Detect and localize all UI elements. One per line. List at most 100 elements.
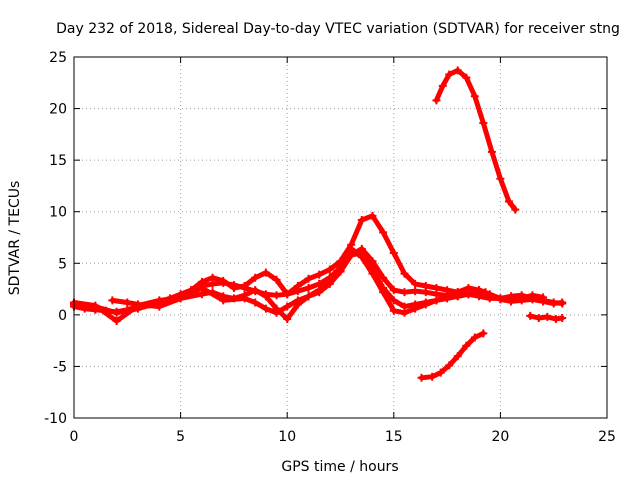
data-point	[475, 286, 484, 295]
data-point	[272, 275, 281, 284]
data-point	[389, 296, 398, 305]
data-point	[315, 288, 324, 297]
data-point	[558, 313, 567, 322]
data-point	[91, 301, 100, 310]
data-point	[432, 284, 441, 293]
data-point	[251, 298, 260, 307]
plot-frame	[73, 56, 608, 419]
data-point	[487, 147, 496, 156]
data-point	[283, 302, 292, 311]
data-point	[445, 361, 454, 370]
data-point	[123, 298, 132, 307]
data-point	[432, 296, 441, 305]
data-point	[464, 290, 473, 299]
data-point	[517, 294, 526, 303]
data-point	[283, 290, 292, 299]
data-point	[347, 251, 356, 260]
data-point	[251, 286, 260, 295]
data-point	[479, 329, 488, 338]
data-point	[219, 276, 228, 285]
y-tick-label: 5	[58, 256, 67, 272]
data-point	[445, 70, 454, 79]
data-point	[229, 284, 238, 293]
data-point	[304, 292, 313, 301]
data-point	[526, 311, 535, 320]
data-point	[428, 372, 437, 381]
data-point	[411, 279, 420, 288]
data-point	[368, 211, 377, 220]
x-tick-label: 0	[70, 429, 79, 445]
y-tick-label: 15	[49, 153, 67, 169]
data-point	[462, 341, 471, 350]
data-point	[496, 174, 505, 183]
data-point	[389, 306, 398, 315]
data-point	[261, 304, 270, 313]
y-tick-label: 20	[49, 102, 67, 118]
data-point	[528, 291, 537, 300]
data-point	[251, 273, 260, 282]
data-point	[325, 265, 334, 274]
data-point	[379, 228, 388, 237]
y-tick-label: 25	[49, 50, 67, 66]
data-point	[507, 296, 516, 305]
data-point	[304, 284, 313, 293]
data-point	[485, 290, 494, 299]
data-point	[400, 269, 409, 278]
x-tick-label: 10	[278, 429, 296, 445]
y-tick-label: 10	[49, 205, 67, 221]
data-point	[155, 302, 164, 311]
data-point	[453, 292, 462, 301]
data-point	[539, 293, 548, 302]
data-point	[511, 205, 520, 214]
data-point	[357, 248, 366, 257]
series-track-f	[433, 67, 518, 213]
axis-ticks: 0 5 10 15 20 25 -10 -5 0 5 10 15 20 25	[44, 50, 616, 445]
data-point	[389, 248, 398, 257]
data-point	[219, 296, 228, 305]
data-point	[336, 267, 345, 276]
data-point	[436, 368, 445, 377]
data-point	[470, 92, 479, 101]
x-tick-label: 25	[598, 429, 616, 445]
data-point	[479, 119, 488, 128]
x-tick-label: 20	[491, 429, 509, 445]
data-point	[400, 302, 409, 311]
data-point	[304, 274, 313, 283]
data-point	[240, 294, 249, 303]
data-point	[411, 287, 420, 296]
x-tick-label: 5	[176, 429, 185, 445]
data-point	[534, 313, 543, 322]
data-point	[261, 268, 270, 277]
data-point	[551, 314, 560, 323]
grid	[74, 57, 607, 418]
x-tick-label: 15	[385, 429, 403, 445]
data-point	[293, 296, 302, 305]
data-point	[421, 298, 430, 307]
data-point	[453, 66, 462, 75]
data-point	[208, 273, 217, 282]
data-point	[197, 284, 206, 293]
x-axis-label: GPS time / hours	[281, 459, 398, 475]
plot-area	[70, 66, 567, 382]
data-point	[462, 73, 471, 82]
y-axis-label: SDTVAR / TECUs	[7, 181, 23, 296]
data-point	[272, 308, 281, 317]
data-point	[470, 333, 479, 342]
data-point	[325, 279, 334, 288]
data-point	[112, 317, 121, 326]
data-point	[389, 286, 398, 295]
y-tick-label: -5	[53, 359, 67, 375]
y-tick-label: -10	[44, 411, 67, 427]
data-point	[283, 314, 292, 323]
data-point	[176, 294, 185, 303]
data-point	[417, 373, 426, 382]
data-point	[543, 312, 552, 321]
data-point	[261, 292, 270, 301]
data-point	[293, 281, 302, 290]
data-point	[496, 294, 505, 303]
data-point	[453, 352, 462, 361]
data-point	[411, 300, 420, 309]
data-point	[112, 308, 121, 317]
data-point	[432, 96, 441, 105]
